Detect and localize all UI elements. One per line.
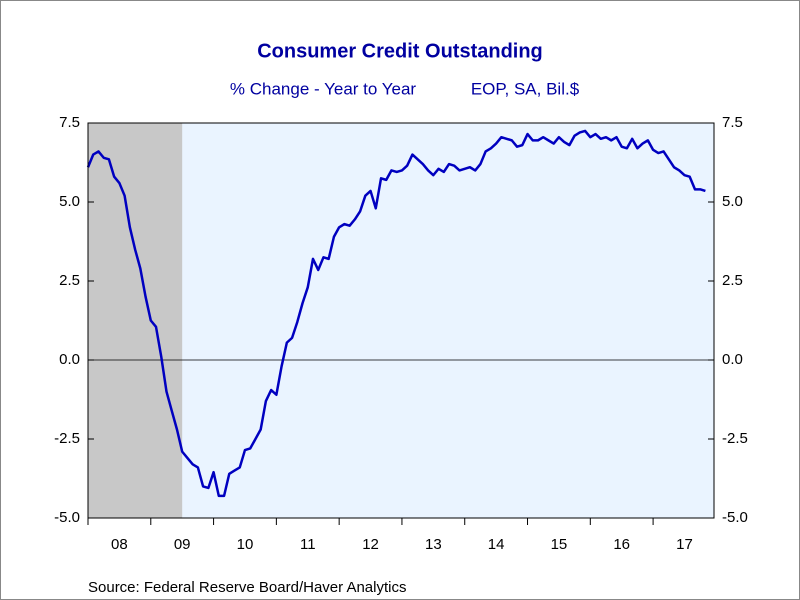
- x-tick-label: 10: [237, 536, 254, 553]
- x-tick-label: 16: [613, 536, 630, 553]
- x-tick-label: 13: [425, 536, 442, 553]
- y-tick-label: 0.0: [59, 351, 80, 368]
- y-tick-label: 5.0: [59, 193, 80, 210]
- y-tick-label: 2.5: [59, 272, 80, 289]
- y2-tick-label: 2.5: [722, 272, 743, 289]
- x-tick-label: 11: [300, 536, 316, 553]
- plot-area: [88, 123, 714, 518]
- x-tick-label: 15: [551, 536, 568, 553]
- y2-tick-label: 7.5: [722, 114, 743, 131]
- source-note: Source: Federal Reserve Board/Haver Anal…: [88, 579, 406, 596]
- y-tick-label: -5.0: [54, 509, 80, 526]
- y2-tick-label: 5.0: [722, 193, 743, 210]
- x-tick-label: 14: [488, 536, 505, 553]
- chart-title: Consumer Credit Outstanding: [257, 40, 543, 62]
- recession-shade: [88, 123, 183, 518]
- x-tick-label: 09: [174, 536, 191, 553]
- x-tick-label: 08: [111, 536, 128, 553]
- chart-subtitle: % Change - Year to Year: [230, 79, 417, 98]
- chart-subtitle-units: EOP, SA, Bil.$: [471, 79, 580, 98]
- y2-tick-label: -2.5: [722, 430, 748, 447]
- y2-tick-label: 0.0: [722, 351, 743, 368]
- x-tick-label: 12: [362, 536, 379, 553]
- y-tick-label: 7.5: [59, 114, 80, 131]
- x-tick-label: 17: [676, 536, 693, 553]
- data-line: [86, 129, 706, 498]
- y-tick-label: -2.5: [54, 430, 80, 447]
- y2-tick-label: -5.0: [722, 509, 748, 526]
- plot-border: [87, 122, 715, 519]
